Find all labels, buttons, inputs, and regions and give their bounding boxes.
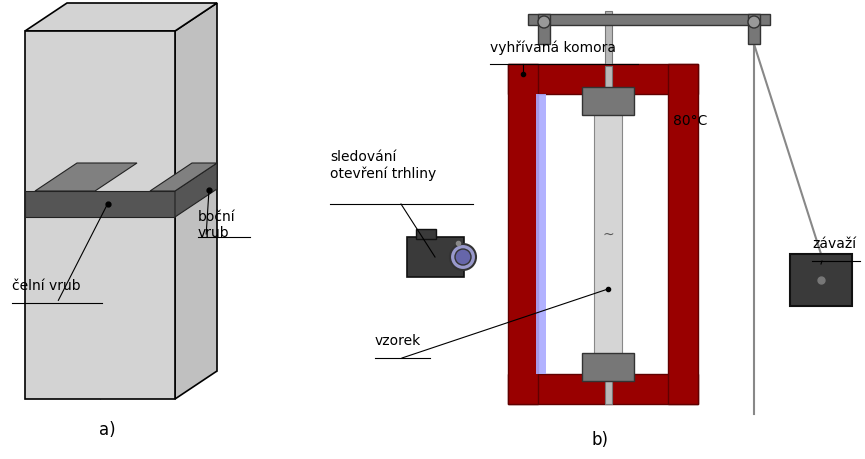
Bar <box>605 12 612 65</box>
Bar <box>528 15 770 26</box>
Bar <box>668 65 698 404</box>
Bar <box>508 374 698 404</box>
Bar <box>538 95 668 374</box>
Circle shape <box>538 17 550 29</box>
Bar <box>508 65 698 95</box>
Circle shape <box>450 245 476 270</box>
Bar <box>416 230 436 240</box>
Text: b): b) <box>592 430 608 448</box>
Text: boční
vrub: boční vrub <box>198 210 235 240</box>
Polygon shape <box>25 191 175 218</box>
Bar <box>508 65 538 404</box>
Bar <box>536 95 546 374</box>
Text: vyhřívaná komora: vyhřívaná komora <box>490 40 616 55</box>
Bar <box>538 15 550 45</box>
Bar <box>748 15 760 45</box>
Text: vzorek: vzorek <box>375 333 421 347</box>
FancyBboxPatch shape <box>407 237 464 277</box>
Polygon shape <box>175 164 217 218</box>
Polygon shape <box>25 4 217 32</box>
Bar <box>594 90 622 379</box>
Polygon shape <box>25 32 175 399</box>
Circle shape <box>748 17 760 29</box>
Text: 80°C: 80°C <box>673 114 708 128</box>
Polygon shape <box>35 164 137 191</box>
Polygon shape <box>150 164 217 191</box>
Bar <box>582 353 634 381</box>
Text: čelní vrub: čelní vrub <box>12 279 80 292</box>
Polygon shape <box>175 4 217 399</box>
Circle shape <box>455 249 471 265</box>
Text: sledování
otevření trhliny: sledování otevření trhliny <box>330 150 436 180</box>
Text: ~: ~ <box>602 228 614 241</box>
Bar <box>605 381 612 404</box>
Bar <box>790 254 852 306</box>
Text: závaží: závaží <box>812 236 856 251</box>
Bar <box>605 67 612 90</box>
Bar <box>582 88 634 116</box>
Text: a): a) <box>99 420 115 438</box>
